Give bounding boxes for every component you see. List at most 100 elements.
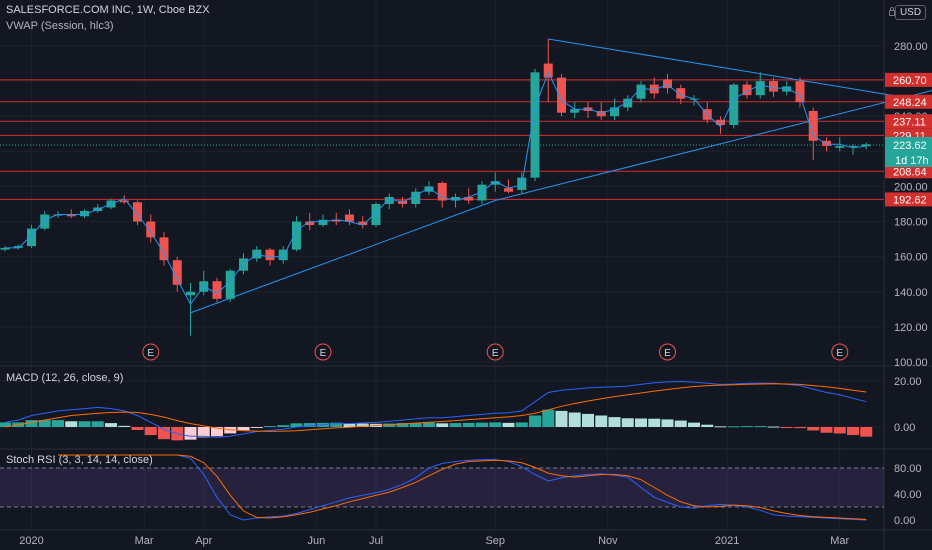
macd-histogram-bar [423,422,435,427]
macd-histogram-bar [383,423,396,427]
earnings-circle [142,343,160,361]
vwap-legend[interactable]: VWAP (Session, hlc3) [6,20,114,32]
candle-body [119,200,129,203]
candle [490,172,500,192]
candle-body [225,270,235,299]
candle-body [808,110,818,141]
macd-histogram-bar [65,421,78,427]
candle-body [676,88,686,99]
macd-histogram-bar [820,427,833,433]
candle-body [848,146,858,148]
macd-histogram-bar [330,422,343,427]
earnings-marker[interactable]: E [142,343,160,361]
candle-body [159,237,169,261]
candle [716,116,725,134]
macd-histogram-bar [555,410,568,427]
macd-histogram-bar [635,418,647,427]
level-label-text: 192.62 [893,194,927,206]
macd-histogram-bar [767,426,780,428]
candle [795,77,805,108]
macd-histogram-bar [105,423,117,427]
candle [848,144,858,155]
time-axis-label: 2020 [19,535,43,547]
level-price-label: 208.64 [885,164,932,179]
candle-body [186,291,195,296]
level-label-bg [885,72,932,87]
candle-body [835,146,845,148]
candle [477,181,487,204]
trendline [190,200,496,314]
candle-body [252,249,262,259]
price-tick-label: 280.00 [894,41,928,53]
candle [318,214,328,227]
candle [663,74,672,94]
level-price-label: 260.70 [885,72,932,87]
candle [437,181,447,208]
candle [199,270,209,296]
candle-body [0,247,10,250]
macd-histogram-bar [502,422,515,427]
symbol-title[interactable]: SALESFORCE.COM INC, 1W, Cboe BZX [6,4,210,16]
candle-body [292,221,301,250]
candle [172,256,182,292]
earnings-marker[interactable]: E [314,343,332,361]
candle [530,68,540,182]
stoch-rsi-legend[interactable]: Stoch RSI (3, 3, 14, 14, close) [6,454,153,466]
candle [146,214,156,243]
macd-histogram-bar [25,420,38,427]
time-axis-label: Apr [195,535,212,547]
candle [742,81,752,99]
candle [570,102,580,118]
candle [292,216,301,252]
candle-body [822,140,831,147]
macd-histogram-bar [608,417,621,427]
candle [371,202,381,227]
macd-histogram-bar [701,424,714,427]
price-tick-label: 180.00 [894,217,928,229]
macd-histogram-bar [343,423,356,427]
currency-button[interactable]: USD [895,5,926,20]
macd-histogram-bar [396,423,409,427]
earnings-marker[interactable]: E [486,343,504,361]
candle-body [358,221,368,226]
macd-histogram-bar [529,415,541,427]
price-tick-label: 100.00 [894,357,928,369]
candle [345,209,354,226]
earnings-circle [831,343,849,361]
macd-tick-label: 0.00 [894,422,915,434]
stoch-tick-label: 0.00 [894,515,915,527]
candle [543,38,553,103]
candle [769,77,778,97]
level-label-bg [885,94,932,109]
time-axis-label: Jun [308,535,326,547]
time-axis-label: 2021 [715,535,739,547]
macd-histogram-bar [144,427,157,436]
earnings-label: E [664,348,671,359]
macd-histogram-bar [476,422,488,427]
macd-histogram-bar [264,426,276,428]
macd-histogram-bar [38,420,51,427]
macd-histogram-bar [356,423,369,427]
candle-body [212,281,222,299]
candle [331,212,341,226]
candle-body [40,214,50,229]
macd-histogram-bar [568,412,581,427]
candle-body [755,81,765,96]
earnings-marker[interactable]: E [831,343,849,361]
level-price-label: 248.24 [885,94,932,109]
macd-histogram-bar [794,427,806,429]
price-tick-label: 140.00 [894,287,928,299]
macd-histogram-bar [449,423,462,427]
candle [649,77,659,99]
earnings-marker[interactable]: E [659,343,676,361]
macd-histogram-bar [52,420,64,427]
level-price-label: 192.62 [885,192,932,207]
macd-histogram-bar [661,419,674,427]
macd-legend[interactable]: MACD (12, 26, close, 9) [6,372,124,384]
candle-body [782,86,792,92]
trendline [495,90,932,201]
price-tick-label: 120.00 [894,322,928,334]
macd-histogram-bar [754,426,767,428]
